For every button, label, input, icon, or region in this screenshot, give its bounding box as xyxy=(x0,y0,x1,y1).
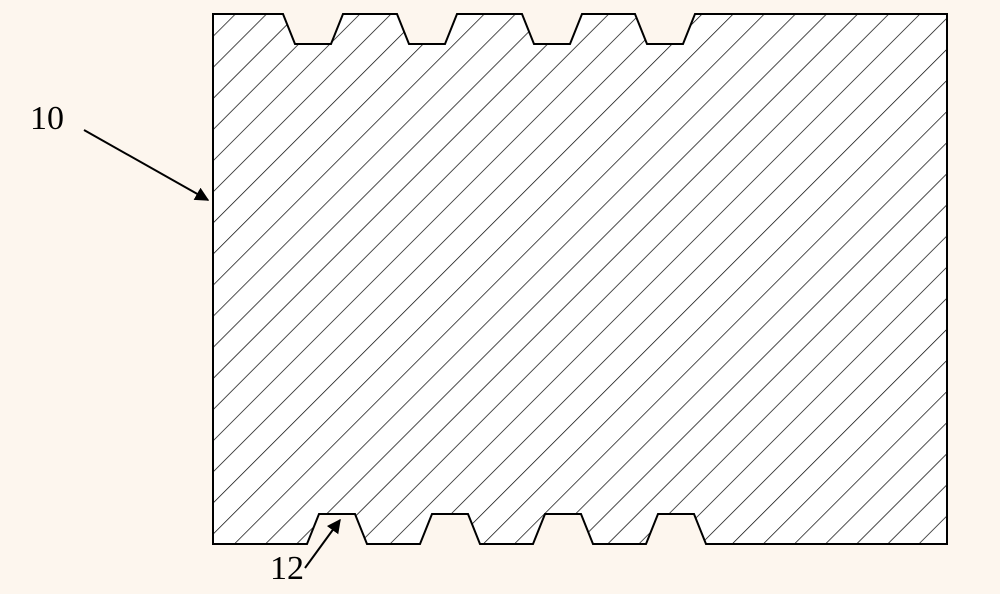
ref-label-10: 10 xyxy=(30,100,64,138)
diagram-svg xyxy=(0,0,1000,594)
diagram-stage: 10 12 xyxy=(0,0,1000,594)
cross-section-body xyxy=(213,14,947,544)
ref-label-12: 12 xyxy=(270,550,304,588)
